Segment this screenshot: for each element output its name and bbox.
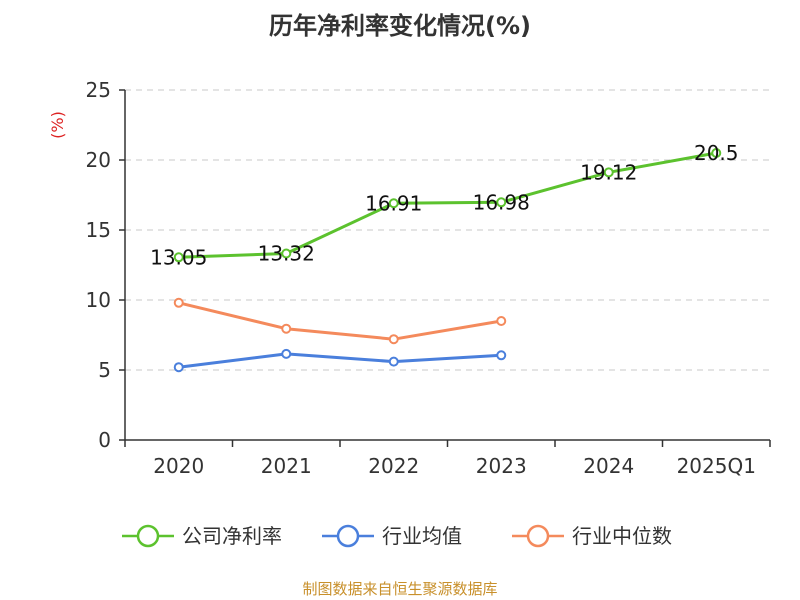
data-point (281, 348, 292, 359)
data-label: 20.5 (694, 141, 739, 165)
y-tick-label: 20 (86, 148, 111, 172)
legend-item: 公司净利率 (122, 524, 282, 548)
data-point (388, 356, 399, 367)
source-note: 制图数据来自恒生聚源数据库 (302, 580, 498, 598)
data-point (496, 316, 507, 326)
data-point (281, 323, 292, 334)
series-line (178, 151, 717, 259)
series-2 (173, 348, 507, 373)
data-point (388, 334, 399, 345)
gridlines (125, 89, 770, 371)
data-label: 16.91 (365, 191, 422, 215)
y-axis-label: (%) (48, 111, 67, 139)
series-line (178, 301, 502, 341)
legend-label: 公司净利率 (182, 524, 282, 548)
series (173, 148, 722, 373)
x-tick-label: 2020 (153, 454, 204, 478)
data-label: 13.32 (258, 242, 315, 266)
data-label: 13.05 (150, 245, 207, 269)
y-tick-label: 5 (98, 358, 111, 382)
series-1 (173, 148, 722, 263)
data-point (603, 167, 614, 178)
data-point (496, 350, 507, 361)
legend-label: 行业中位数 (572, 524, 672, 548)
legend-marker (136, 524, 160, 548)
data-point (711, 148, 722, 158)
y-tick-label: 25 (86, 78, 111, 102)
axes: 0 5 10 15 20 25 2020 2021 2022 2023 2024 2025Q1 (86, 78, 771, 478)
data-point (173, 362, 184, 373)
series-line (178, 352, 502, 369)
legend-item: 行业中位数 (512, 524, 672, 548)
data-point (496, 197, 507, 208)
series-3 (173, 297, 507, 345)
legend-label: 行业均值 (382, 524, 462, 548)
data-label: 19.12 (580, 160, 637, 184)
x-tick-label: 2022 (368, 454, 419, 478)
legend-item: 行业均值 (322, 524, 462, 548)
x-tick-label: 2025Q1 (677, 454, 756, 478)
y-tick-label: 0 (98, 428, 111, 452)
legend-marker (526, 524, 550, 548)
x-tick-label: 2021 (261, 454, 312, 478)
y-tick-label: 15 (86, 218, 111, 242)
legend-marker (336, 524, 360, 548)
legend: 公司净利率 行业均值 行业中位数 (122, 524, 672, 548)
y-tick-label: 10 (86, 288, 111, 312)
data-label: 16.98 (473, 190, 530, 214)
data-labels: 13.05 13.32 16.91 16.98 19.12 20.5 (150, 141, 738, 269)
x-tick-label: 2024 (583, 454, 634, 478)
data-point (173, 252, 184, 263)
chart-title: 历年净利率变化情况(%) (269, 12, 531, 40)
x-tick-label: 2023 (476, 454, 527, 478)
data-point (388, 198, 399, 209)
data-point (281, 248, 292, 259)
data-point (173, 297, 184, 308)
